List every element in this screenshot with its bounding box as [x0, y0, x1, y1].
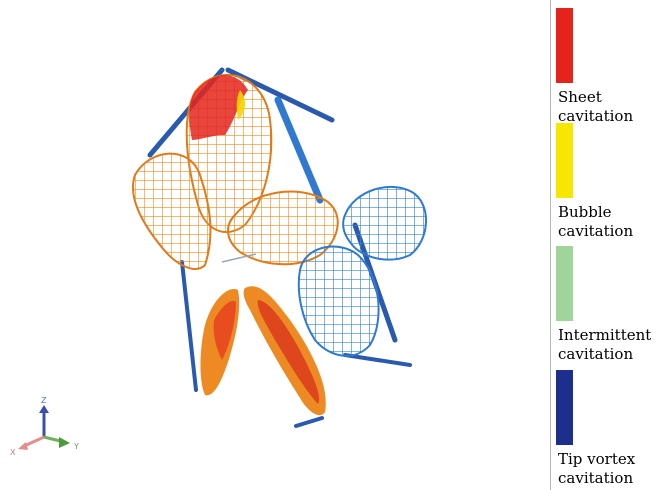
tip-vortex-top-right [225, 67, 335, 123]
axis-triad: Z X Y [10, 396, 79, 457]
tip-vortex-bottom-right [343, 353, 412, 367]
hub-shaft [221, 253, 257, 263]
legend-label-tip-vortex: Tip vortex cavitation [558, 450, 636, 487]
legend-divider [550, 0, 551, 490]
legend-swatch-bubble [556, 123, 573, 198]
legend-label-sheet: Sheet cavitation [558, 88, 634, 125]
blade-right-lower [297, 245, 380, 357]
propeller-3d-view: Z X Y [10, 67, 427, 457]
legend-swatch-tip-vortex [556, 370, 573, 445]
tip-vortex-right-upper [274, 96, 324, 204]
axis-label-z: Z [41, 396, 47, 405]
legend-label-bubble: Bubble cavitation [558, 203, 634, 240]
axis-label-x: X [10, 448, 16, 457]
blade-right-upper [342, 185, 427, 261]
legend-swatch-sheet [556, 8, 573, 83]
sheet-cavitation-region-right-blade [257, 300, 320, 404]
tip-vortex-bottom [294, 416, 324, 428]
legend-swatch-intermittent [556, 246, 573, 321]
sheet-cavitation-region-left-blade [213, 300, 236, 360]
tip-vortex-left [180, 260, 198, 392]
bubble-cavitation-region-top [236, 90, 246, 120]
blade-left [132, 152, 212, 270]
legend-label-intermittent: Intermittent cavitation [558, 326, 652, 363]
axis-label-y: Y [73, 442, 79, 451]
sheet-cavitation-region-top [189, 75, 248, 140]
